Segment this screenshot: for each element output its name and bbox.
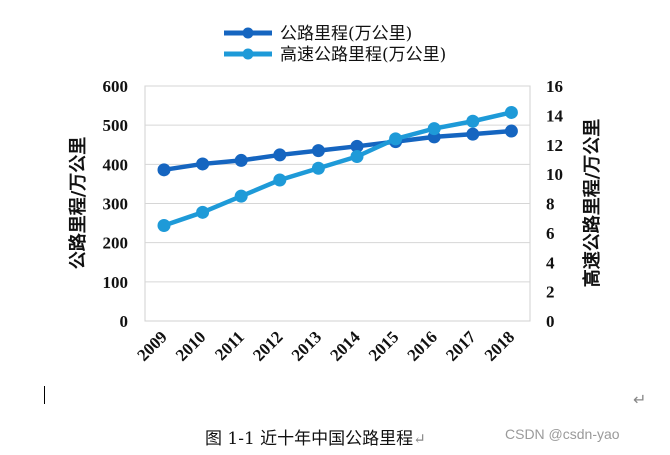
data-point-expressway bbox=[273, 173, 287, 187]
data-point-expressway bbox=[427, 122, 441, 136]
right-axis-ticks: 0 2 4 6 8 10 12 14 16 bbox=[546, 77, 564, 331]
data-point-highway bbox=[157, 163, 171, 177]
right-tick-label: 12 bbox=[546, 136, 563, 155]
x-tick-label: 2015 bbox=[365, 327, 402, 364]
right-tick-label: 16 bbox=[546, 77, 563, 96]
right-tick-label: 14 bbox=[546, 106, 564, 125]
data-point-expressway bbox=[196, 205, 210, 219]
right-tick-label: 2 bbox=[546, 283, 555, 302]
left-axis-ticks: 0 100 200 300 400 500 600 bbox=[103, 77, 129, 331]
x-tick-label: 2017 bbox=[442, 327, 480, 365]
right-axis-title: 高速公路里程/万公里 bbox=[581, 119, 603, 288]
data-point-expressway bbox=[389, 132, 403, 146]
legend-entry-expressway: 高速公路里程(万公里) bbox=[224, 45, 446, 65]
x-axis-ticks: 2009 2010 2011 2012 2013 2014 2015 2016 2017 2018 bbox=[133, 327, 518, 365]
data-point-highway bbox=[234, 153, 248, 167]
x-tick-label: 2012 bbox=[249, 327, 286, 364]
data-point-highway bbox=[273, 148, 287, 162]
gridlines bbox=[145, 85, 530, 283]
figure-caption: 图 1-1 近十年中国公路里程↵ bbox=[205, 424, 426, 449]
legend-label-expressway: 高速公路里程(万公里) bbox=[280, 45, 446, 65]
data-point-highway bbox=[466, 127, 480, 141]
x-tick-label: 2016 bbox=[404, 327, 441, 364]
series-line-expressway bbox=[161, 110, 514, 228]
data-point-expressway bbox=[157, 219, 171, 233]
x-tick-label: 2018 bbox=[481, 327, 518, 364]
x-tick-label: 2010 bbox=[172, 327, 209, 364]
left-tick-label: 300 bbox=[103, 195, 129, 214]
left-tick-label: 0 bbox=[120, 312, 129, 331]
legend-label-highway: 公路里程(万公里) bbox=[280, 24, 412, 44]
right-tick-label: 4 bbox=[546, 253, 555, 272]
right-tick-label: 10 bbox=[546, 165, 563, 184]
series-line-highway bbox=[161, 128, 514, 173]
right-tick-label: 8 bbox=[546, 195, 555, 214]
x-tick-label: 2014 bbox=[326, 327, 364, 365]
left-tick-label: 400 bbox=[103, 155, 129, 174]
right-tick-label: 6 bbox=[546, 224, 555, 243]
legend-marker-expressway bbox=[242, 48, 254, 60]
series-layer bbox=[157, 105, 518, 233]
caption-return-mark: ↵ bbox=[413, 430, 426, 448]
text-cursor bbox=[44, 386, 45, 404]
watermark: CSDN @csdn-yao bbox=[505, 426, 620, 442]
data-point-expressway bbox=[350, 150, 364, 163]
legend: 公路里程(万公里) 高速公路里程(万公里) bbox=[224, 24, 446, 65]
x-tick-label: 2009 bbox=[133, 327, 170, 364]
data-point-highway bbox=[350, 139, 364, 153]
left-axis-title: 公路里程/万公里 bbox=[67, 137, 89, 270]
data-point-expressway bbox=[504, 105, 518, 119]
left-tick-label: 600 bbox=[103, 77, 129, 96]
right-tick-label: 0 bbox=[546, 312, 555, 331]
x-tick-label: 2013 bbox=[288, 327, 325, 364]
legend-marker-highway bbox=[242, 27, 254, 39]
left-tick-label: 500 bbox=[103, 116, 129, 135]
data-point-expressway bbox=[234, 189, 248, 203]
caption-text: 图 1-1 近十年中国公路里程 bbox=[205, 429, 414, 449]
paragraph-mark: ↵ bbox=[633, 390, 647, 409]
data-point-expressway bbox=[311, 161, 325, 175]
data-point-highway bbox=[311, 144, 325, 158]
left-tick-label: 100 bbox=[103, 273, 129, 292]
data-point-highway bbox=[504, 124, 518, 138]
data-point-highway bbox=[196, 157, 210, 171]
data-point-expressway bbox=[466, 114, 480, 128]
left-tick-label: 200 bbox=[103, 234, 129, 253]
x-tick-label: 2011 bbox=[211, 327, 248, 364]
legend-entry-highway: 公路里程(万公里) bbox=[224, 24, 412, 44]
